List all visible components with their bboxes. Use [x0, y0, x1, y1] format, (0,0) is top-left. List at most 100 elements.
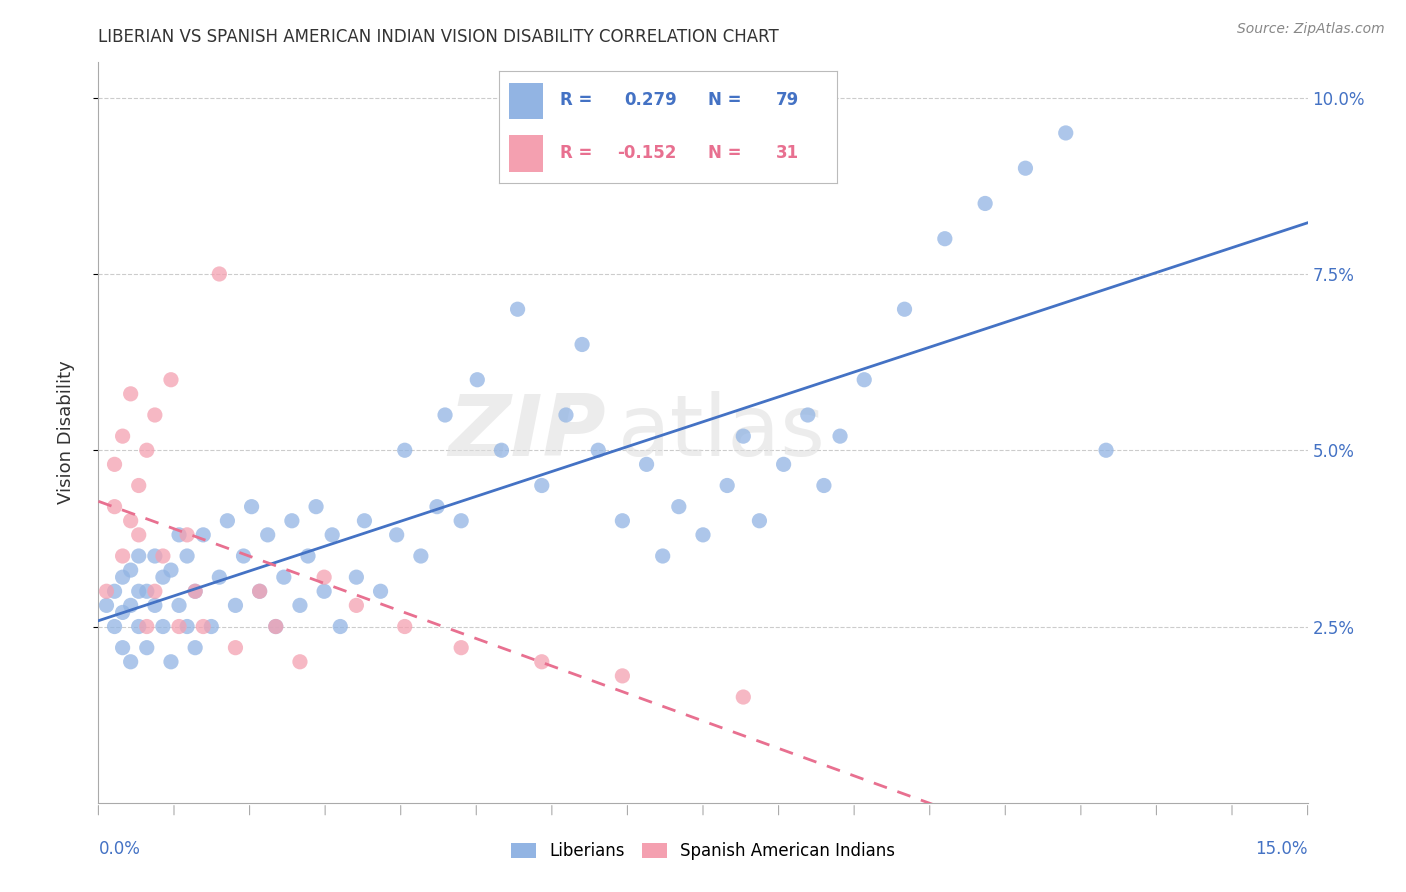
- Point: [329, 619, 352, 633]
- Point: [152, 619, 174, 633]
- Point: [828, 429, 851, 443]
- FancyBboxPatch shape: [509, 83, 543, 120]
- Text: Source: ZipAtlas.com: Source: ZipAtlas.com: [1237, 22, 1385, 37]
- Point: [344, 599, 367, 613]
- Point: [135, 640, 157, 655]
- Point: [96, 584, 118, 599]
- Point: [450, 514, 472, 528]
- Point: [120, 514, 142, 528]
- Point: [232, 549, 254, 563]
- Point: [651, 549, 673, 563]
- Point: [160, 373, 183, 387]
- Point: [409, 549, 432, 563]
- Point: [491, 443, 513, 458]
- Point: [143, 584, 166, 599]
- Point: [193, 619, 215, 633]
- Point: [264, 619, 287, 633]
- Point: [385, 528, 408, 542]
- Point: [394, 619, 416, 633]
- Point: [612, 514, 634, 528]
- Text: 0.0%: 0.0%: [98, 840, 141, 858]
- Point: [120, 563, 142, 577]
- Text: -0.152: -0.152: [617, 144, 676, 161]
- Point: [167, 599, 190, 613]
- Point: [772, 458, 794, 472]
- Point: [853, 373, 876, 387]
- Point: [128, 478, 150, 492]
- Point: [716, 478, 738, 492]
- Point: [273, 570, 295, 584]
- Point: [692, 528, 714, 542]
- Point: [370, 584, 392, 599]
- Point: [176, 619, 198, 633]
- Point: [120, 655, 142, 669]
- Point: [434, 408, 457, 422]
- Point: [974, 196, 997, 211]
- Point: [176, 528, 198, 542]
- Point: [314, 570, 336, 584]
- Point: [152, 549, 174, 563]
- Point: [152, 570, 174, 584]
- Text: N =: N =: [709, 144, 742, 161]
- Point: [305, 500, 328, 514]
- Text: 0.279: 0.279: [624, 91, 676, 110]
- Point: [281, 514, 304, 528]
- Point: [748, 514, 770, 528]
- Point: [176, 549, 198, 563]
- Text: 79: 79: [776, 91, 799, 110]
- Point: [120, 599, 142, 613]
- Text: N =: N =: [709, 91, 742, 110]
- Point: [1095, 443, 1118, 458]
- Point: [217, 514, 239, 528]
- Point: [167, 619, 190, 633]
- Text: R =: R =: [560, 91, 592, 110]
- FancyBboxPatch shape: [509, 135, 543, 171]
- Point: [184, 640, 207, 655]
- Point: [1054, 126, 1077, 140]
- Point: [586, 443, 609, 458]
- Point: [167, 528, 190, 542]
- Point: [288, 599, 311, 613]
- Point: [135, 584, 157, 599]
- Point: [555, 408, 578, 422]
- Legend: Liberians, Spanish American Indians: Liberians, Spanish American Indians: [503, 834, 903, 869]
- Point: [813, 478, 835, 492]
- Point: [465, 373, 488, 387]
- Point: [321, 528, 343, 542]
- Point: [200, 619, 222, 633]
- Point: [111, 606, 134, 620]
- Point: [733, 690, 755, 704]
- Point: [160, 655, 183, 669]
- Point: [797, 408, 820, 422]
- Point: [264, 619, 287, 633]
- Point: [297, 549, 319, 563]
- Point: [249, 584, 271, 599]
- Point: [135, 443, 157, 458]
- Point: [120, 387, 142, 401]
- Point: [934, 232, 956, 246]
- Point: [733, 429, 755, 443]
- Point: [288, 655, 311, 669]
- Text: 31: 31: [776, 144, 799, 161]
- Point: [530, 655, 553, 669]
- Point: [128, 584, 150, 599]
- Point: [256, 528, 278, 542]
- Point: [111, 640, 134, 655]
- Point: [893, 302, 915, 317]
- Point: [224, 599, 246, 613]
- Point: [103, 458, 125, 472]
- Text: 15.0%: 15.0%: [1256, 840, 1308, 858]
- Point: [240, 500, 263, 514]
- Point: [612, 669, 634, 683]
- Point: [103, 619, 125, 633]
- Point: [111, 429, 134, 443]
- Text: R =: R =: [560, 144, 592, 161]
- Point: [184, 584, 207, 599]
- Text: atlas: atlas: [619, 391, 827, 475]
- Point: [128, 549, 150, 563]
- Point: [1014, 161, 1036, 176]
- Point: [143, 408, 166, 422]
- Text: ZIP: ZIP: [449, 391, 606, 475]
- Point: [208, 570, 231, 584]
- Point: [426, 500, 449, 514]
